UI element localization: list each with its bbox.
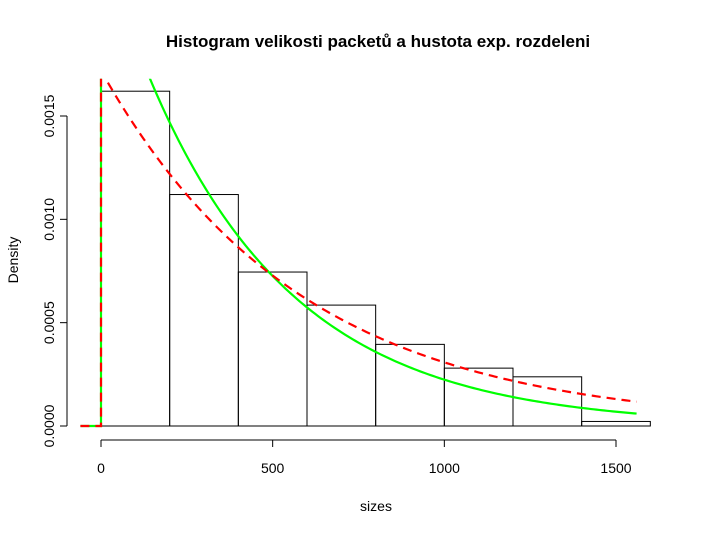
y-axis-label: Density bbox=[5, 237, 21, 284]
histogram-bar-6 bbox=[443, 367, 514, 427]
x-tick-label: 500 bbox=[261, 460, 285, 476]
chart-title: Histogram velikosti packetů a hustota ex… bbox=[166, 32, 590, 51]
histogram-bar-7 bbox=[512, 376, 583, 427]
density-curves bbox=[80, 78, 637, 428]
y-tick-label: 0.0015 bbox=[41, 94, 57, 137]
histogram-bar-2 bbox=[169, 194, 239, 427]
histogram-bar-3 bbox=[237, 271, 308, 427]
x-tick-label: 1500 bbox=[600, 460, 631, 476]
x-axis-label: sizes bbox=[360, 498, 392, 514]
y-tick-label: 0.0000 bbox=[41, 404, 57, 447]
histogram-bar-4 bbox=[306, 304, 377, 427]
x-axis: 0 500 1000 1500 bbox=[97, 439, 632, 476]
solid-green-density-curve bbox=[80, 78, 637, 428]
y-axis: 0.0000 0.0005 0.0010 0.0015 bbox=[41, 94, 68, 447]
x-tick-label: 1000 bbox=[429, 460, 460, 476]
y-tick-label: 0.0005 bbox=[41, 301, 57, 344]
dashed-red-density-curve bbox=[80, 78, 637, 428]
histogram-bar-1 bbox=[100, 90, 171, 427]
histogram-bar-8 bbox=[581, 420, 651, 427]
y-tick-label: 0.0010 bbox=[41, 198, 57, 241]
x-tick-label: 0 bbox=[97, 460, 105, 476]
histogram-bars bbox=[100, 90, 651, 427]
